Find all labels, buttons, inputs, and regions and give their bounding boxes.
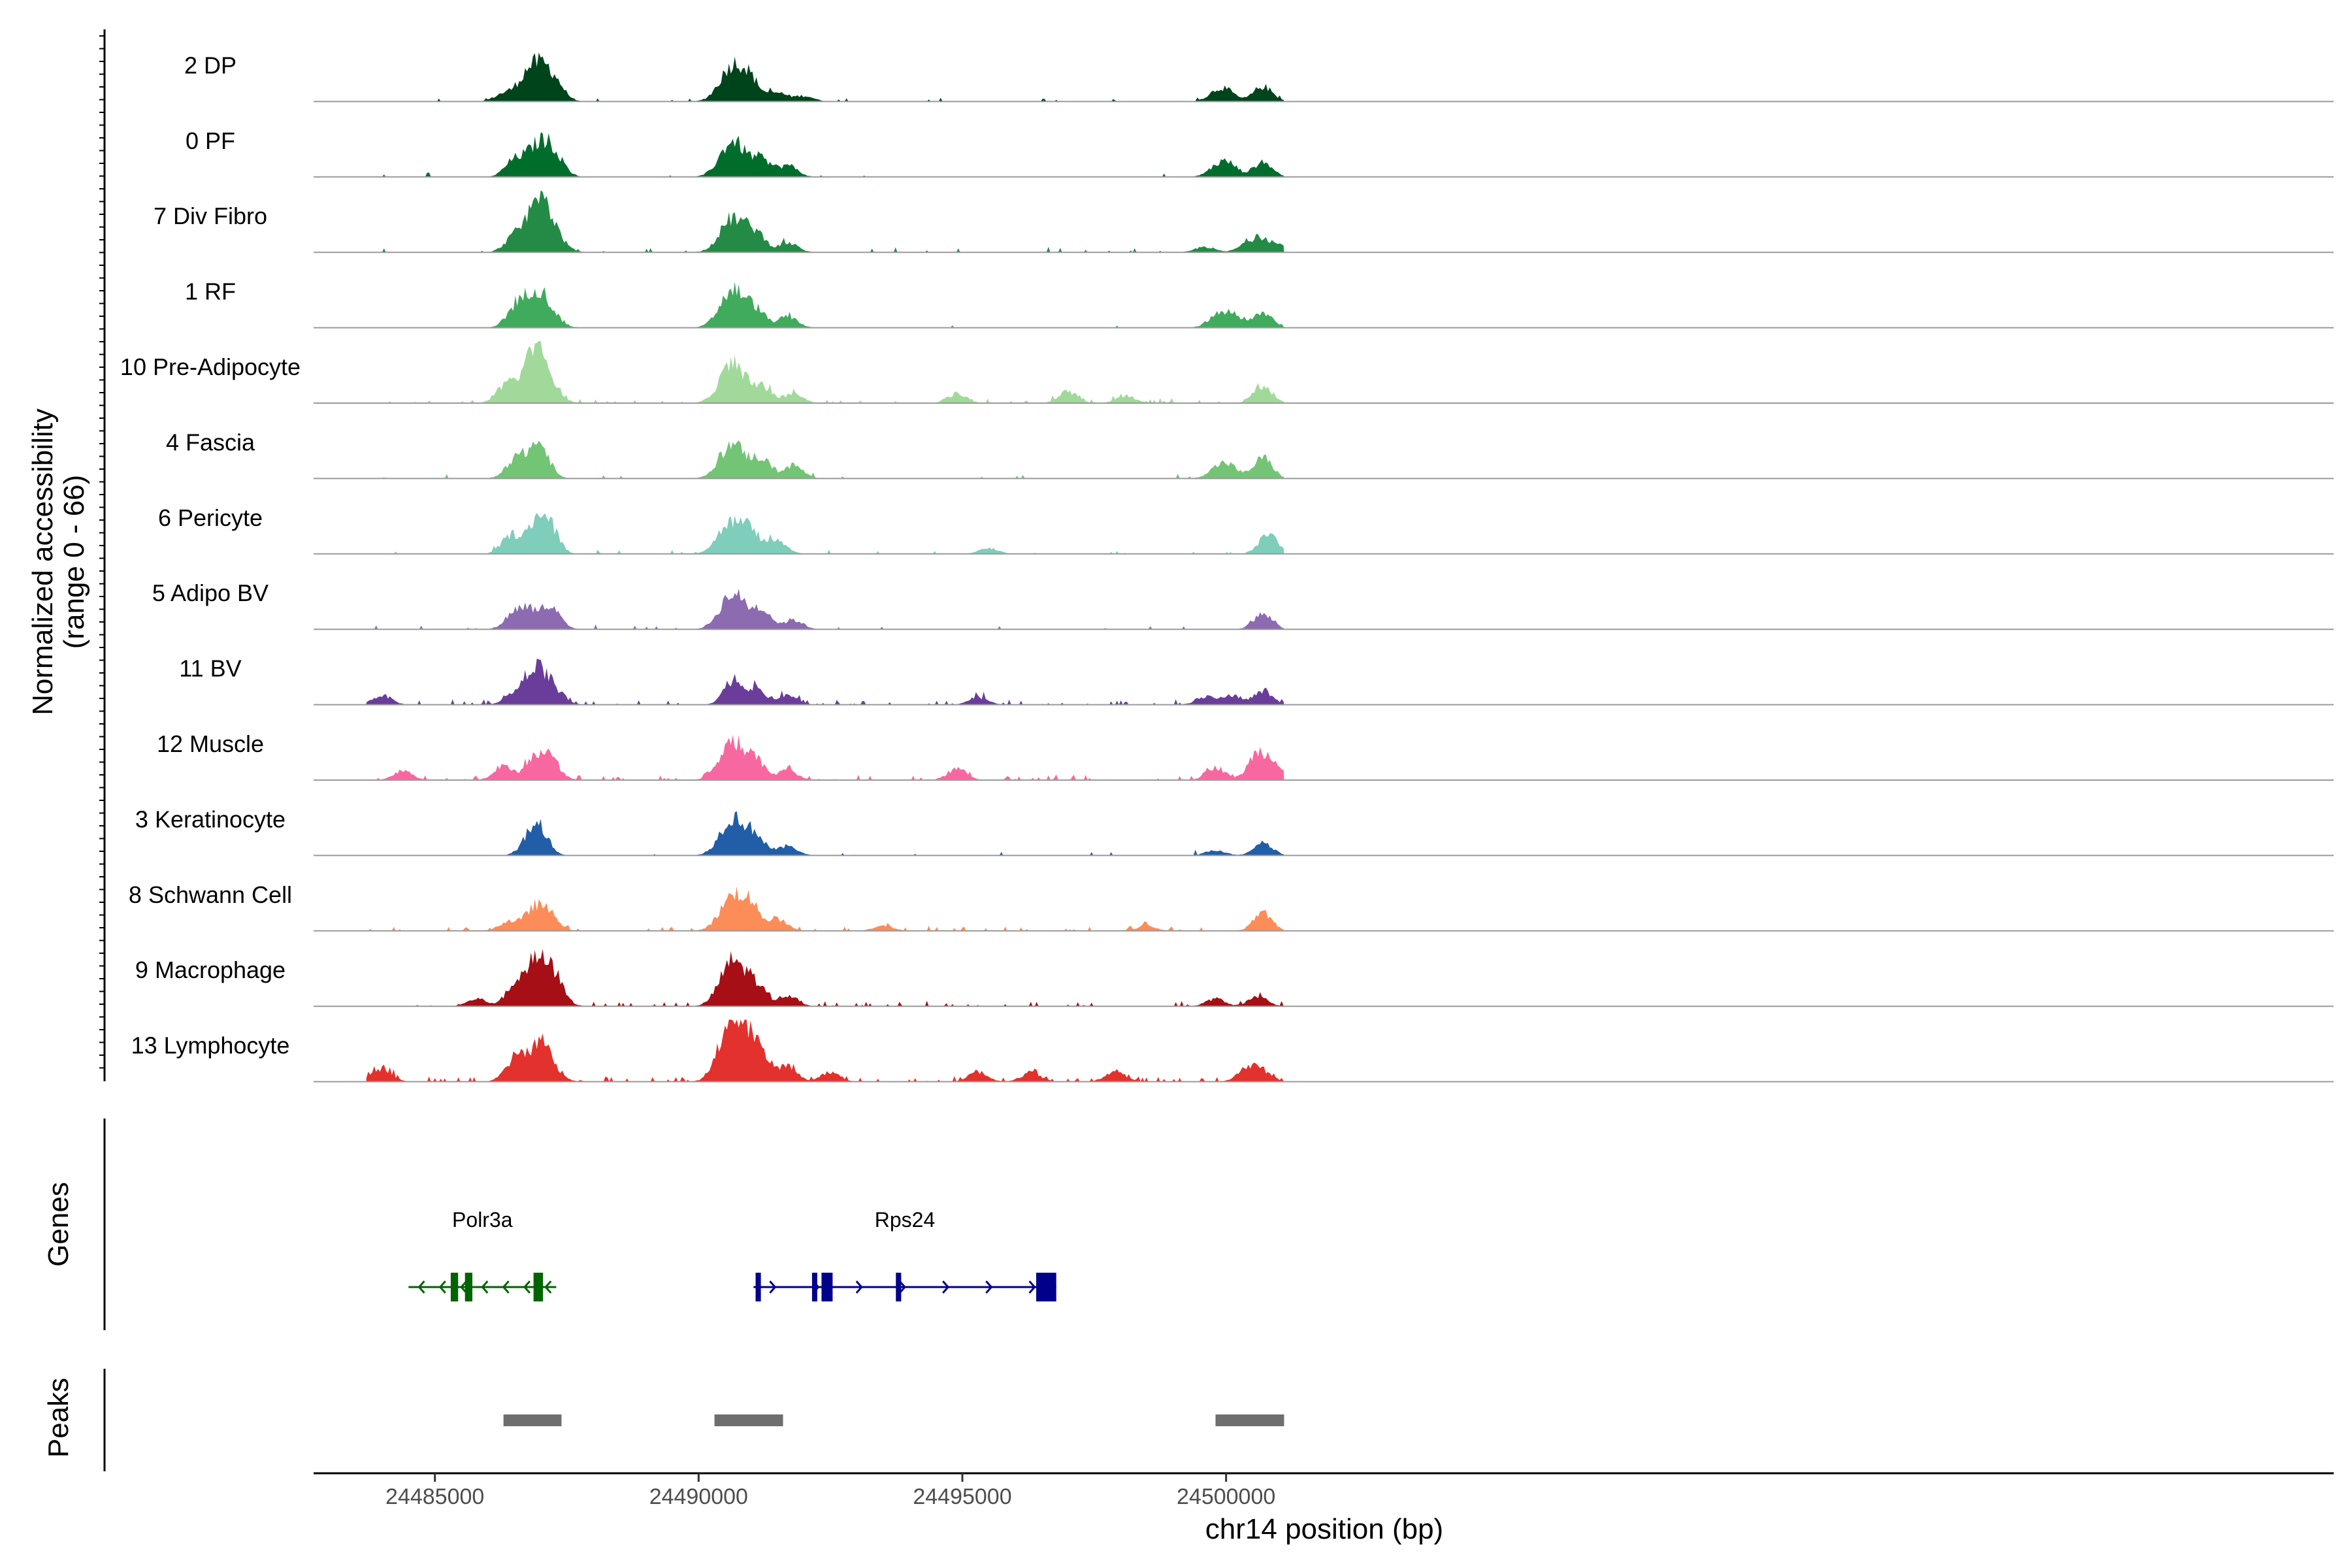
coverage-area bbox=[366, 589, 1284, 630]
peaks-panel-title: Peaks bbox=[42, 1378, 74, 1458]
x-axis-ticks: 24485000 24490000 24495000 24500000 bbox=[385, 1473, 1275, 1509]
peak-regions bbox=[503, 1414, 1284, 1426]
genes-panel-title: Genes bbox=[42, 1182, 74, 1267]
track-10-pre-adipocyte: 10 Pre-Adipocyte bbox=[120, 341, 2334, 404]
strand-arrow bbox=[855, 1281, 863, 1294]
coverage-area bbox=[366, 658, 1284, 705]
track-8-schwann-cell: 8 Schwann Cell bbox=[129, 881, 2334, 932]
peak-region-bar bbox=[1215, 1414, 1284, 1426]
strand-arrow bbox=[417, 1281, 425, 1294]
strand-arrow bbox=[942, 1281, 950, 1294]
gene-label: Rps24 bbox=[875, 1208, 936, 1232]
exon bbox=[1036, 1273, 1056, 1301]
coverage-area bbox=[366, 949, 1284, 1007]
track-label: 5 Adipo BV bbox=[152, 580, 269, 606]
track-label: 3 Keratinocyte bbox=[135, 806, 286, 832]
track-13-lymphocyte: 13 Lymphocyte bbox=[131, 1019, 2334, 1083]
coverage-tracks: 2 DP 0 PF 7 Div Fibro 1 RF 10 Pre-Adipocyte 4… bbox=[120, 52, 2334, 1083]
track-label: 10 Pre-Adipocyte bbox=[120, 353, 301, 380]
gene-polr3a: Polr3a bbox=[408, 1208, 557, 1301]
y-axis-title-line1: Normalized accessibility bbox=[27, 408, 59, 715]
track-label: 13 Lymphocyte bbox=[131, 1032, 290, 1059]
track-4-fascia: 4 Fascia bbox=[166, 429, 2334, 480]
track-label: 11 BV bbox=[179, 655, 241, 682]
coverage-area bbox=[366, 886, 1284, 931]
track-7-div-fibro: 7 Div Fibro bbox=[154, 190, 2334, 253]
strand-arrow bbox=[438, 1281, 446, 1294]
exon bbox=[811, 1273, 817, 1301]
exon bbox=[465, 1273, 473, 1301]
coverage-area bbox=[366, 734, 1284, 780]
track-label: 8 Schwann Cell bbox=[129, 881, 292, 908]
track-label: 6 Pericyte bbox=[158, 504, 263, 531]
gene-annotations: Polr3a Rps24 bbox=[408, 1208, 1056, 1301]
track-label: 2 DP bbox=[184, 52, 237, 78]
coverage-area bbox=[366, 282, 1284, 328]
coverage-area bbox=[366, 132, 1284, 177]
x-tick-label: 24490000 bbox=[649, 1484, 748, 1509]
exon bbox=[755, 1273, 761, 1301]
track-label: 1 RF bbox=[185, 278, 236, 305]
track-label: 0 PF bbox=[186, 127, 235, 154]
track-11-bv: 11 BV bbox=[179, 655, 2334, 706]
coverage-area bbox=[366, 190, 1284, 253]
gene-rps24: Rps24 bbox=[753, 1208, 1056, 1301]
strand-arrow bbox=[523, 1281, 531, 1294]
strand-arrow bbox=[481, 1281, 489, 1294]
peak-region-bar bbox=[503, 1414, 562, 1426]
track-label: 12 Muscle bbox=[157, 730, 264, 757]
y-axis-title: Normalized accessibility (range 0 - 66) bbox=[27, 408, 90, 715]
coverage-y-ticks bbox=[99, 35, 105, 1069]
strand-arrow bbox=[1028, 1281, 1036, 1294]
coverage-area bbox=[366, 513, 1284, 554]
track-6-pericyte: 6 Pericyte bbox=[158, 504, 2334, 555]
track-9-macrophage: 9 Macrophage bbox=[135, 949, 2334, 1007]
strand-arrow bbox=[769, 1281, 777, 1294]
track-5-adipo-bv: 5 Adipo BV bbox=[152, 580, 2334, 630]
x-tick-label: 24495000 bbox=[913, 1484, 1011, 1509]
exon bbox=[450, 1273, 459, 1301]
x-tick-label: 24500000 bbox=[1177, 1484, 1275, 1509]
exon bbox=[821, 1273, 833, 1301]
exon bbox=[533, 1273, 544, 1301]
coverage-area bbox=[366, 341, 1284, 403]
strand-arrow bbox=[985, 1281, 993, 1294]
y-axis-title-line2: (range 0 - 66) bbox=[58, 475, 90, 649]
track-1-rf: 1 RF bbox=[185, 278, 2334, 329]
coverage-area bbox=[366, 440, 1284, 479]
track-label: 4 Fascia bbox=[166, 429, 255, 455]
strand-arrow bbox=[898, 1281, 907, 1294]
track-2-dp: 2 DP bbox=[184, 52, 2334, 103]
exon bbox=[896, 1273, 902, 1301]
track-label: 7 Div Fibro bbox=[154, 203, 267, 229]
track-3-keratinocyte: 3 Keratinocyte bbox=[135, 806, 2334, 857]
coverage-area bbox=[366, 1019, 1284, 1082]
track-12-muscle: 12 Muscle bbox=[157, 730, 2334, 781]
peak-region-bar bbox=[714, 1414, 783, 1426]
coverage-area bbox=[366, 811, 1284, 856]
track-label: 9 Macrophage bbox=[135, 956, 286, 983]
gene-label: Polr3a bbox=[452, 1208, 513, 1232]
x-tick-label: 24485000 bbox=[385, 1484, 484, 1509]
strand-arrow bbox=[544, 1281, 552, 1294]
strand-arrow bbox=[502, 1281, 510, 1294]
x-axis-title: chr14 position (bp) bbox=[1205, 1513, 1443, 1545]
strand-arrow bbox=[460, 1281, 468, 1294]
track-0-pf: 0 PF bbox=[186, 127, 2334, 178]
coverage-area bbox=[366, 52, 1284, 102]
